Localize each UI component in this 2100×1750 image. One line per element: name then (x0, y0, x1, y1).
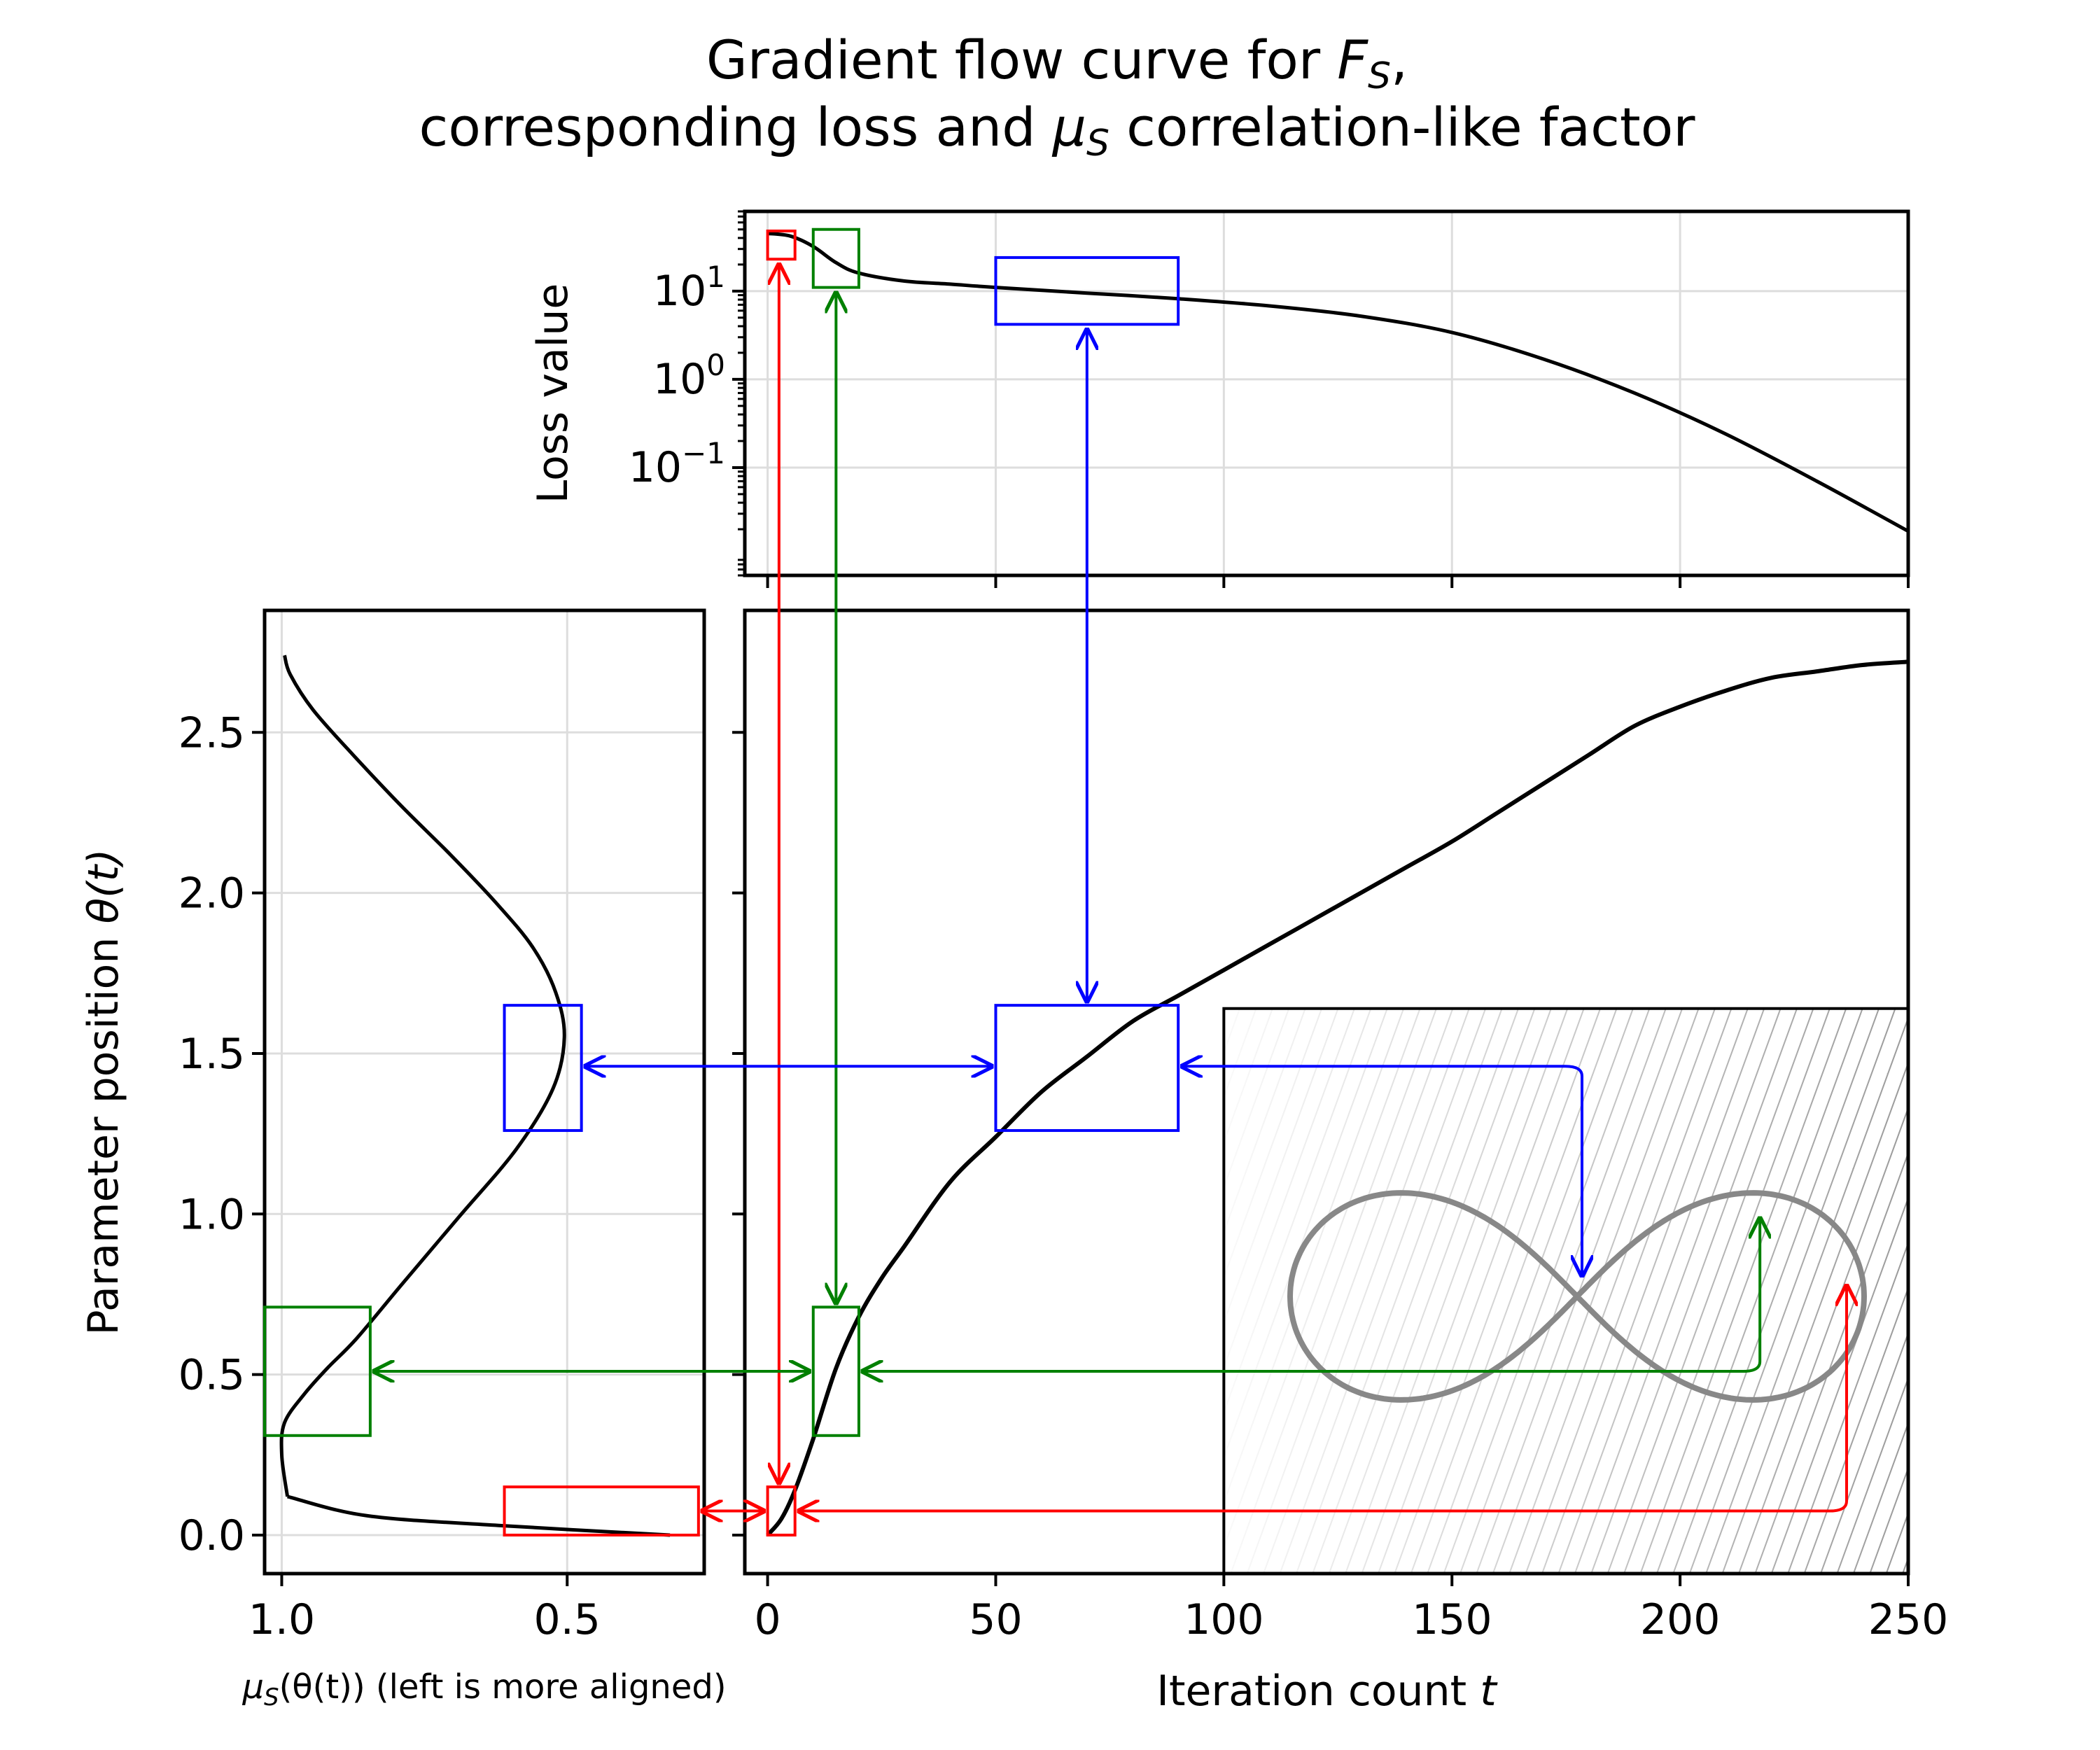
mu-panel: 0.0 0.5 1.0 1.5 2.0 2.5 1.0 0.5 (178, 608, 706, 1644)
mu-xlabel: μS(θ(t)) (left is more aligned) (241, 1667, 726, 1712)
mu-ytick-label: 2.5 (178, 708, 245, 757)
inset-fade (1224, 1008, 1908, 1574)
iteration-xlabel: Iteration count t (1156, 1667, 1498, 1716)
mu-xtick-label: 0.5 (534, 1595, 601, 1644)
mu-ytick-label: 1.5 (178, 1030, 245, 1079)
red-inset-arrow (799, 1286, 1847, 1511)
flow-panel: 0 50 100 150 200 250 (732, 608, 1949, 1644)
mu-ytick-label: 0.5 (178, 1351, 245, 1400)
blue-flow-box (994, 1004, 1180, 1133)
main-xtick-label: 100 (1184, 1595, 1264, 1644)
mu-ytick-label: 0.0 (178, 1511, 245, 1560)
loss-panel: 101 100 10−1 (629, 209, 1910, 588)
main-xtick-label: 200 (1640, 1595, 1721, 1644)
mu-curve (279, 654, 566, 1497)
blue-loss-box (994, 255, 1180, 326)
mu-ytick-label: 2.0 (178, 869, 245, 918)
green-loss-box (811, 227, 860, 289)
annotation-overlay (263, 227, 1847, 1536)
main-xtick-label: 50 (969, 1595, 1022, 1644)
mu-curve-tail (287, 1494, 671, 1537)
loss-ylabel: Loss value (528, 284, 578, 504)
green-mu-box (263, 1306, 372, 1437)
chart-title-line-2: corresponding loss and μS correlation-li… (419, 96, 1696, 164)
main-xtick-label: 250 (1868, 1595, 1949, 1644)
loss-ytick-label: 100 (653, 348, 725, 404)
blue-inset-arrow (1182, 1066, 1582, 1275)
green-inset-arrow (863, 1219, 1760, 1371)
mu-ytick-label: 1.0 (178, 1190, 245, 1239)
red-mu-box (503, 1485, 700, 1536)
red-flow-box (766, 1485, 797, 1536)
loss-curve (767, 232, 1908, 533)
red-loss-box (766, 229, 797, 261)
loss-ytick-label: 10−1 (629, 436, 725, 492)
green-flow-box (811, 1306, 860, 1437)
main-frame (743, 608, 1910, 1576)
mu-frame (262, 608, 706, 1576)
mu-xtick-label: 1.0 (248, 1595, 315, 1644)
main-xtick-label: 150 (1412, 1595, 1492, 1644)
loss-frame (743, 209, 1910, 578)
blue-mu-box (503, 1004, 583, 1133)
theta-ylabel: Parameter position θ(t) (79, 848, 128, 1335)
chart-title-line-1: Gradient flow curve for FS, (706, 29, 1408, 97)
main-xtick-label: 0 (754, 1595, 780, 1644)
loss-ytick-label: 101 (653, 260, 725, 316)
